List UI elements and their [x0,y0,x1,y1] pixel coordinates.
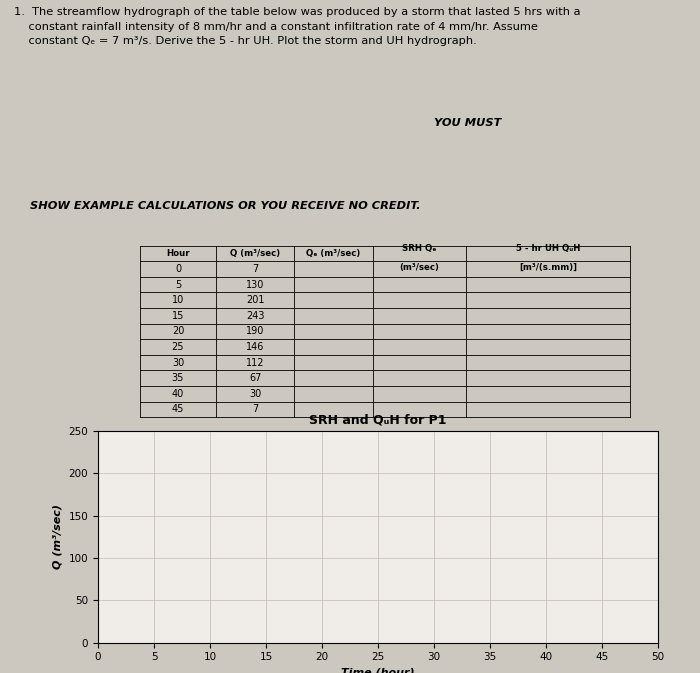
Text: (m³/sec): (m³/sec) [400,262,439,272]
Text: YOU MUST: YOU MUST [434,118,501,128]
Y-axis label: Q (m³/sec): Q (m³/sec) [53,504,63,569]
Text: 25: 25 [172,342,184,352]
Text: 5 - hr UH QᵤH: 5 - hr UH QᵤH [516,244,580,253]
Text: 45: 45 [172,404,184,415]
Text: 0: 0 [175,264,181,274]
X-axis label: Time (hour): Time (hour) [341,668,415,673]
Text: SHOW EXAMPLE CALCULATIONS OR YOU RECEIVE NO CREDIT.: SHOW EXAMPLE CALCULATIONS OR YOU RECEIVE… [14,201,421,211]
Text: [m³/(s.mm)]: [m³/(s.mm)] [519,262,577,272]
Text: 5: 5 [175,280,181,289]
Text: Qₑ (m³/sec): Qₑ (m³/sec) [307,249,360,258]
Title: SRH and QᵤH for P1: SRH and QᵤH for P1 [309,414,447,427]
Text: 10: 10 [172,295,184,306]
Text: Q (m³/sec): Q (m³/sec) [230,249,280,258]
Text: 146: 146 [246,342,265,352]
Text: 112: 112 [246,357,265,367]
Text: 67: 67 [249,374,261,383]
Text: 190: 190 [246,326,265,336]
Text: 20: 20 [172,326,184,336]
Text: 30: 30 [172,357,184,367]
Text: 1.  The streamflow hydrograph of the table below was produced by a storm that la: 1. The streamflow hydrograph of the tabl… [14,7,580,46]
Text: 40: 40 [172,389,184,399]
Text: 15: 15 [172,311,184,321]
Text: 201: 201 [246,295,265,306]
Text: Hour: Hour [166,249,190,258]
Text: 7: 7 [252,264,258,274]
Text: 7: 7 [252,404,258,415]
Text: SRH Qₑ: SRH Qₑ [402,244,437,253]
Text: 30: 30 [249,389,261,399]
Text: 243: 243 [246,311,265,321]
Text: 35: 35 [172,374,184,383]
Text: 130: 130 [246,280,265,289]
